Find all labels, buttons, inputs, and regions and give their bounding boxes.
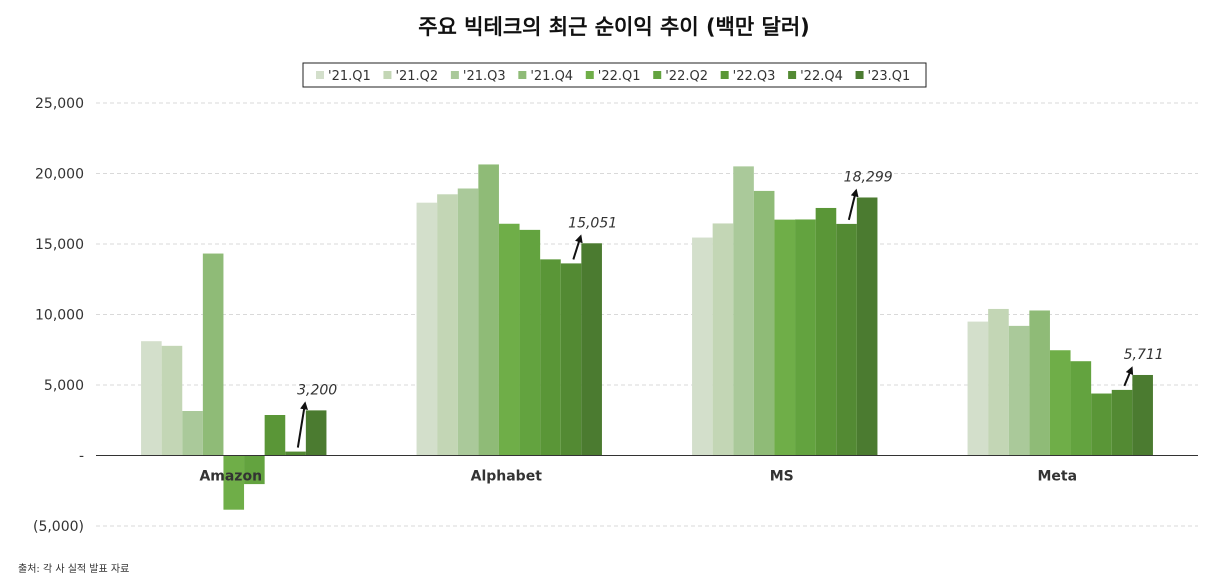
bar-meta-0 — [967, 321, 989, 456]
legend-label: '21.Q1 — [328, 69, 371, 84]
y-tick-label: 15,000 — [35, 237, 84, 253]
category-label: Alphabet — [471, 469, 543, 485]
bar-alphabet-4 — [498, 223, 520, 456]
bar-amazon-2 — [182, 411, 203, 456]
bars — [141, 164, 1153, 510]
y-axis-tick-labels: (5,000) - 5,000 10,000 15,000 20,000 25,000 — [33, 96, 84, 535]
bar-ms-0 — [692, 237, 713, 456]
legend-swatch — [720, 71, 729, 79]
bar-alphabet-2 — [457, 188, 479, 456]
legend-label: '22.Q1 — [598, 69, 641, 84]
bar-amazon-7 — [285, 451, 306, 456]
source-note: 출처: 각 사 실적 발표 자료 — [18, 563, 129, 575]
legend-swatch — [383, 71, 392, 79]
bar-meta-8 — [1132, 374, 1153, 456]
bar-meta-5 — [1070, 361, 1092, 456]
category-label: Meta — [1037, 469, 1077, 485]
bar-alphabet-5 — [519, 229, 541, 456]
annotation-label-alphabet: 15,051 — [568, 215, 617, 231]
bar-ms-6 — [815, 207, 837, 456]
legend-swatch — [450, 71, 459, 79]
trend-arrow-alphabet — [572, 234, 583, 260]
bar-alphabet-1 — [437, 194, 458, 456]
legend-label: '22.Q4 — [800, 69, 843, 84]
y-tick-label: (5,000) — [33, 519, 84, 535]
bar-meta-2 — [1008, 325, 1030, 456]
bar-ms-2 — [733, 166, 754, 456]
bar-amazon-0 — [141, 341, 162, 456]
bar-meta-1 — [988, 308, 1009, 456]
legend-swatch — [788, 71, 797, 79]
trend-arrow-meta — [1123, 366, 1134, 387]
legend-label: '23.Q1 — [868, 69, 911, 84]
bar-alphabet-8 — [581, 243, 602, 456]
bar-meta-4 — [1049, 350, 1071, 456]
bar-amazon-6 — [264, 415, 286, 456]
bar-meta-6 — [1091, 393, 1112, 456]
y-tick-label: 10,000 — [35, 308, 84, 324]
bar-meta-7 — [1111, 389, 1133, 456]
annotations: 3,200 15,051 18,299 5,711 — [296, 169, 1164, 448]
trend-arrow-amazon — [296, 401, 308, 448]
y-tick-label: 5,000 — [44, 378, 84, 394]
chart-title: 주요 빅테크의 최근 순이익 추이 (백만 달러) — [418, 15, 810, 39]
bar-amazon-3 — [202, 253, 224, 456]
legend-swatch — [653, 71, 662, 79]
category-label: Amazon — [199, 469, 262, 485]
y-tick-label: - — [79, 449, 84, 465]
legend-label: '21.Q3 — [463, 69, 506, 84]
bar-alphabet-6 — [540, 259, 561, 456]
legend-swatch — [585, 71, 594, 79]
legend-swatch — [855, 71, 864, 79]
bar-ms-1 — [712, 223, 734, 456]
annotation-label-meta: 5,711 — [1124, 347, 1164, 363]
bar-alphabet-3 — [478, 164, 499, 456]
bar-alphabet-0 — [416, 202, 438, 456]
y-tick-label: 20,000 — [35, 167, 84, 183]
legend-swatch — [316, 71, 324, 79]
trend-arrow-ms — [847, 188, 859, 221]
legend-box — [302, 62, 927, 88]
y-tick-label: 25,000 — [35, 96, 84, 112]
legend-label: '22.Q3 — [733, 69, 776, 84]
legend-label: '21.Q2 — [395, 69, 438, 84]
annotation-label-ms: 18,299 — [844, 169, 893, 185]
bar-ms-4 — [774, 219, 796, 456]
legend: '21.Q1 '21.Q2 '21.Q3 '21.Q4 '22.Q1 '22.Q2 '22.… — [302, 62, 927, 88]
bar-ms-3 — [753, 190, 775, 456]
bar-ms-5 — [795, 219, 816, 456]
bar-amazon-5 — [244, 455, 265, 485]
bar-meta-3 — [1029, 310, 1050, 456]
annotation-label-amazon: 3,200 — [297, 382, 337, 398]
bar-amazon-1 — [161, 345, 183, 456]
legend-swatch — [518, 71, 527, 79]
legend-label: '21.Q4 — [530, 69, 573, 84]
bar-ms-8 — [856, 197, 878, 456]
category-labels: Amazon Alphabet MS Meta — [199, 469, 1077, 485]
bar-alphabet-7 — [560, 263, 582, 456]
legend-label: '22.Q2 — [665, 69, 708, 84]
bar-amazon-4 — [223, 455, 245, 510]
bar-ms-7 — [836, 223, 857, 456]
bar-amazon-8 — [305, 410, 327, 456]
category-label: MS — [770, 469, 794, 485]
